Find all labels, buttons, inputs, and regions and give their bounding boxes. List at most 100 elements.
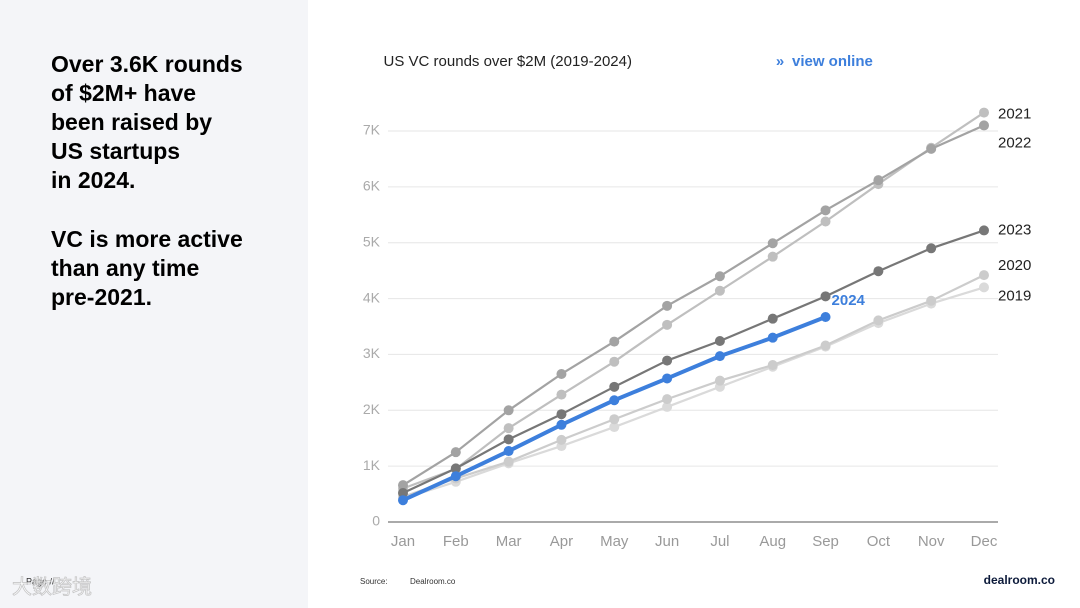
data-point (609, 414, 620, 425)
source-label: Source: (360, 577, 388, 586)
data-point (926, 143, 937, 154)
data-point (609, 395, 620, 406)
x-tick-label: Jul (710, 533, 729, 550)
x-tick-label: Oct (867, 533, 891, 550)
data-point (714, 351, 725, 362)
x-tick-label: Apr (550, 533, 573, 550)
data-point (979, 282, 989, 293)
data-point (820, 216, 831, 227)
headline-line: Over 3.6K rounds (51, 51, 243, 77)
data-point (503, 434, 514, 445)
page-number: Page // (26, 576, 55, 586)
series-label: 2020 (998, 257, 1031, 274)
data-point (609, 356, 620, 367)
watermark: 大数跨境 (12, 575, 92, 598)
headline-line: US startups (51, 138, 180, 164)
data-point (714, 375, 725, 386)
subhead-line: than any time (51, 255, 199, 281)
data-point (398, 480, 408, 491)
side-panel (0, 0, 308, 608)
data-point (820, 291, 831, 302)
x-tick-label: Dec (971, 533, 998, 550)
data-point (503, 456, 514, 467)
series-label: 2024 (832, 292, 866, 309)
data-point (767, 360, 778, 371)
y-tick-label: 3K (363, 345, 381, 361)
data-point (398, 495, 408, 506)
series-label: 2022 (998, 134, 1031, 151)
data-point (820, 312, 831, 323)
data-point (979, 107, 989, 118)
data-point (873, 266, 884, 277)
series-label: 2023 (998, 221, 1031, 238)
subhead-line: pre-2021. (51, 284, 152, 310)
chart-title: US VC rounds over $2M (2019-2024) (384, 53, 632, 70)
data-point (398, 487, 408, 498)
x-tick-label: Feb (443, 533, 469, 550)
data-point (926, 243, 937, 254)
data-point (556, 419, 567, 430)
y-tick-label: 0 (372, 513, 380, 529)
x-tick-label: Sep (812, 533, 839, 550)
data-point (609, 381, 620, 392)
series-line (402, 274, 985, 498)
data-point (662, 373, 673, 384)
series-line (402, 229, 985, 494)
data-point (503, 405, 514, 416)
series-label: 2021 (998, 106, 1031, 123)
data-point (450, 463, 461, 474)
x-tick-label: Jun (655, 533, 679, 550)
y-tick-label: 6K (363, 178, 381, 194)
data-point (609, 422, 620, 433)
source: Dealroom.co (410, 577, 456, 586)
data-point (767, 332, 778, 343)
data-point (556, 409, 567, 420)
data-point (767, 251, 778, 262)
data-point (714, 336, 725, 347)
data-point (767, 313, 778, 324)
x-tick-label: Aug (759, 533, 786, 550)
data-point (556, 368, 567, 379)
headline-line: of $2M+ have (51, 80, 196, 106)
data-point (820, 340, 831, 351)
series-label: 2019 (998, 287, 1031, 304)
data-point (503, 446, 514, 457)
headline-line: in 2024. (51, 167, 135, 193)
view-online-link[interactable]: view online (792, 53, 873, 70)
data-point (662, 355, 673, 366)
data-point (714, 285, 725, 296)
link-separator: » (776, 53, 784, 70)
data-point (979, 120, 989, 131)
x-tick-label: May (600, 533, 629, 550)
x-tick-label: Nov (918, 533, 945, 550)
data-point (662, 300, 673, 311)
data-point (609, 336, 620, 347)
y-tick-label: 2K (363, 401, 381, 417)
subhead-line: VC is more active (51, 226, 243, 252)
data-point (979, 225, 989, 236)
data-point (873, 175, 884, 186)
y-tick-label: 4K (363, 289, 381, 305)
y-tick-label: 1K (363, 457, 381, 473)
series-line (402, 286, 985, 500)
data-point (820, 205, 831, 216)
y-tick-label: 5K (363, 233, 381, 249)
data-point (556, 434, 567, 445)
data-point (556, 389, 567, 400)
x-tick-label: Mar (496, 533, 522, 550)
data-point (979, 270, 989, 281)
data-point (450, 447, 461, 458)
y-tick-label: 7K (363, 122, 381, 138)
data-point (662, 319, 673, 330)
series-line (402, 111, 985, 490)
data-point (873, 315, 884, 326)
data-point (503, 423, 514, 434)
logo: dealroom.co (984, 573, 1055, 587)
data-point (767, 238, 778, 249)
data-point (662, 394, 673, 405)
headline-line: been raised by (51, 109, 212, 135)
data-point (662, 401, 673, 412)
data-point (450, 471, 461, 482)
x-tick-label: Jan (391, 533, 415, 550)
